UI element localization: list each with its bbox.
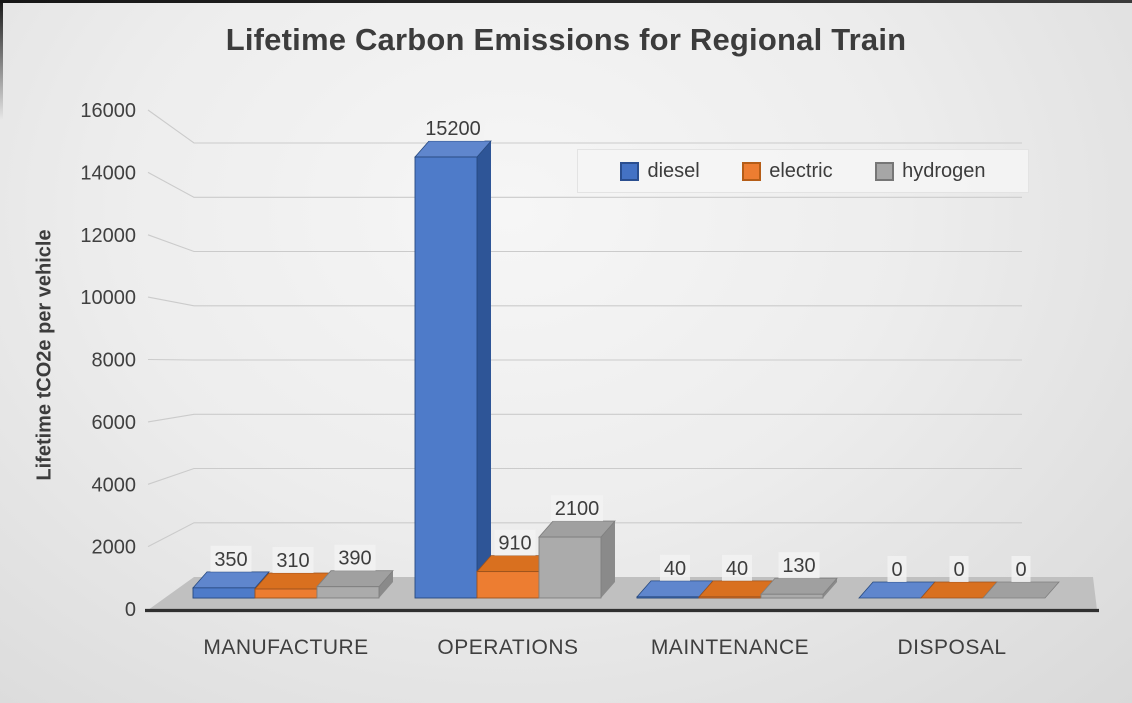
screenshot-left-edge: [0, 0, 3, 120]
value-label: 2100: [555, 498, 600, 520]
gridline: [147, 234, 1022, 253]
value-label-chip: [210, 545, 252, 572]
legend-label: diesel: [647, 159, 700, 182]
value-label-chip: [778, 552, 820, 579]
bar-front-face: [316, 586, 380, 599]
bar-side-face: [379, 570, 393, 598]
value-label-chip: [1011, 556, 1031, 582]
electric-swatch-icon: [742, 161, 762, 181]
y-tick-label: 14000: [80, 162, 136, 184]
y-tick-label: 10000: [80, 287, 136, 309]
y-tick-label: 2000: [92, 537, 137, 559]
value-label-chip: [660, 554, 690, 581]
y-tick-label: 6000: [92, 412, 137, 434]
bar-top-face: [414, 140, 492, 158]
category-label: DISPOSAL: [897, 636, 1006, 659]
gridline: [147, 413, 1022, 423]
value-label: 0: [891, 559, 902, 581]
category-label: MAINTENANCE: [651, 636, 809, 659]
bar-side-face: [477, 141, 491, 598]
value-label: 40: [664, 558, 686, 580]
bar-side-face: [601, 521, 615, 598]
bar-front-face: [414, 156, 478, 599]
value-label-chip: [551, 495, 603, 522]
y-tick-label: 0: [125, 599, 136, 621]
value-label-chip: [272, 547, 314, 573]
chart-title: Lifetime Carbon Emissions for Regional T…: [225, 22, 907, 57]
gridline: [147, 522, 1022, 548]
y-tick-label: 16000: [80, 100, 136, 122]
bar-top-face: [538, 520, 616, 538]
screenshot-top-edge: [0, 0, 1132, 3]
value-label: 15200: [425, 118, 481, 140]
value-label: 350: [214, 549, 247, 571]
value-label: 130: [782, 555, 815, 577]
gridline: [147, 171, 1022, 198]
bar-top-face: [982, 581, 1060, 599]
bar-front-face: [760, 593, 824, 599]
bar-front-face: [538, 536, 602, 599]
y-tick-label: 4000: [92, 474, 137, 496]
value-label: 40: [726, 558, 748, 580]
bar-front-face: [636, 596, 700, 599]
value-label-chip: [421, 115, 485, 141]
legend-label: electric: [769, 159, 833, 182]
value-label: 0: [1015, 559, 1026, 581]
value-label: 310: [276, 550, 309, 572]
bar-front-face: [254, 588, 318, 599]
y-tick-label: 8000: [92, 350, 137, 372]
bar-top-face: [760, 577, 838, 595]
diesel-swatch-icon: [620, 161, 640, 181]
chart-legend: diesel electric hydrogen: [577, 149, 1029, 193]
value-label: 0: [953, 559, 964, 581]
bar-top-face: [316, 570, 394, 588]
gridline: [147, 358, 1022, 361]
value-label-chip: [887, 556, 907, 582]
bar-front-face: [476, 571, 540, 599]
value-label-chip: [949, 556, 969, 582]
hydrogen-swatch-icon: [875, 161, 895, 181]
value-label: 390: [338, 548, 371, 570]
bar-front-face: [698, 596, 762, 599]
legend-item-electric: electric: [742, 159, 833, 183]
value-label-chip: [494, 529, 536, 556]
legend-label: hydrogen: [902, 159, 986, 182]
gridline: [147, 109, 1022, 144]
category-label: MANUFACTURE: [203, 636, 368, 659]
value-label-chip: [334, 544, 376, 571]
gridline: [147, 296, 1022, 307]
gridline: [147, 467, 1022, 485]
legend-item-hydrogen: hydrogen: [875, 160, 985, 183]
bar-front-face: [192, 587, 256, 599]
category-label: OPERATIONS: [437, 636, 578, 659]
bar-side-face: [823, 578, 837, 598]
value-label: 910: [498, 533, 531, 555]
value-label-chip: [722, 554, 752, 581]
legend-item-diesel: diesel: [620, 159, 700, 183]
y-tick-label: 12000: [80, 225, 136, 247]
